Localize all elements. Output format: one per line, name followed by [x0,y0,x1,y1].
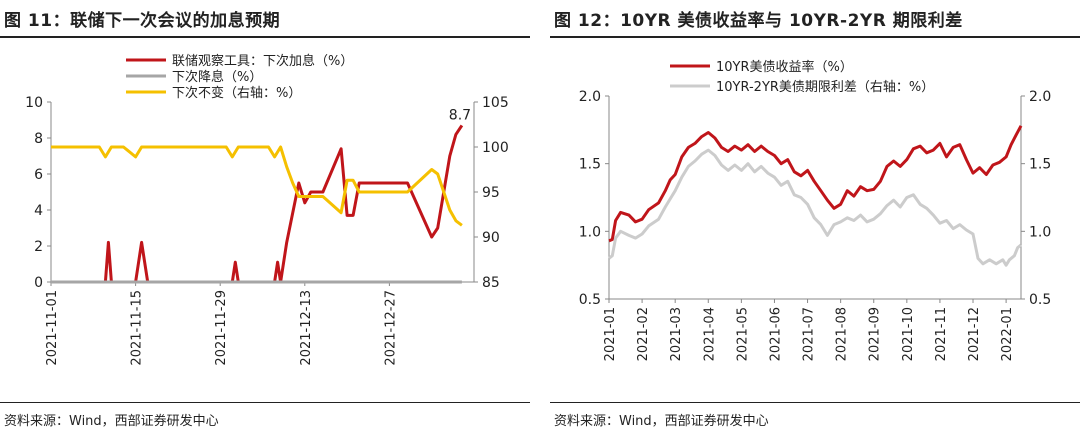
x-tick-label: 2021-02 [636,307,651,361]
y-tick-label: 1.0 [579,224,601,240]
treasury-yield-spread-chart: 0.5 1.0 1.5 2.0 0.5 1.0 1.5 2.0 2021-01 2021-02 20… [579,59,1052,361]
legend-label: 联储观察工具：下次加息（%） [172,53,353,69]
x-tick-label: 2021-12 [967,307,982,361]
x-tick-label: 2021-12-27 [383,290,398,366]
x-tick-label: 2021-12-13 [299,290,314,366]
data-label: 8.7 [449,107,471,123]
y-right-tick-label: 1.0 [1029,224,1051,240]
y-right-tick-label: 2.0 [1029,89,1051,105]
y-right-tick-label: 105 [482,95,509,111]
x-tick-label: 2021-06 [768,307,783,361]
y-right-tick-label: 95 [482,185,500,201]
y-tick-label: 0 [34,275,43,291]
title-rule [0,36,530,38]
source-note: 资料来源：Wind，西部证券研发中心 [4,414,219,429]
series-line-1 [608,125,1023,243]
x-tick-label: 2021-11-29 [214,290,229,366]
series-line-3 [51,145,463,227]
y-right-tick-label: 90 [482,230,500,246]
y-tick-label: 4 [34,203,43,219]
left-chart-panel: 图 11：联储下一次会议的加息预期 0 2 4 6 8 10 85 90 95 100 105 202… [0,0,530,430]
series-line-1 [51,124,464,284]
legend-label: 10YR-2YR美债期限利差（右轴：%） [716,80,934,95]
right-chart-panel: 图 12：10YR 美债收益率与 10YR-2YR 期限利差 0.5 1.0 1.5… [550,0,1080,430]
y-tick-label: 2.0 [579,89,601,105]
x-tick-label: 2021-01 [603,307,618,361]
source-rule [0,402,530,403]
y-right-tick-label: 0.5 [1029,292,1051,308]
y-tick-label: 2 [34,239,43,255]
legend-label: 10YR美债收益率（%） [716,59,853,75]
source-note: 资料来源：Wind，西部证券研发中心 [554,414,769,429]
y-tick-label: 6 [34,167,43,183]
y-tick-label: 1.5 [579,157,601,173]
x-tick-label: 2021-11-15 [130,290,145,366]
rate-hike-expectation-chart: 0 2 4 6 8 10 85 90 95 100 105 2021-11-01 2021-11-15 2… [25,53,509,366]
x-tick-label: 2021-04 [702,307,717,361]
y-tick-label: 0.5 [579,292,601,308]
x-tick-label: 2021-08 [835,307,850,361]
x-tick-label: 2021-10 [901,307,916,361]
y-right-tick-label: 85 [482,275,500,291]
legend-label: 下次降息（%） [172,69,262,85]
x-tick-label: 2021-07 [802,307,817,361]
series-line-2 [608,148,1022,267]
x-tick-label: 2021-09 [868,307,883,361]
chart-title: 图 12：10YR 美债收益率与 10YR-2YR 期限利差 [554,11,963,31]
legend-label: 下次不变（右轴：%） [172,85,301,101]
chart-title: 图 11：联储下一次会议的加息预期 [4,11,281,31]
title-rule [550,36,1080,38]
source-rule [550,402,1080,403]
x-tick-label: 2021-03 [669,307,684,361]
y-tick-label: 10 [25,95,43,111]
x-tick-label: 2021-11 [934,307,949,361]
x-tick-label: 2021-05 [735,307,750,361]
x-tick-label: 2022-01 [1000,307,1015,361]
y-right-tick-label: 100 [482,140,509,156]
y-right-tick-label: 1.5 [1029,157,1051,173]
y-tick-label: 8 [34,131,43,147]
x-tick-label: 2021-11-01 [45,290,60,366]
